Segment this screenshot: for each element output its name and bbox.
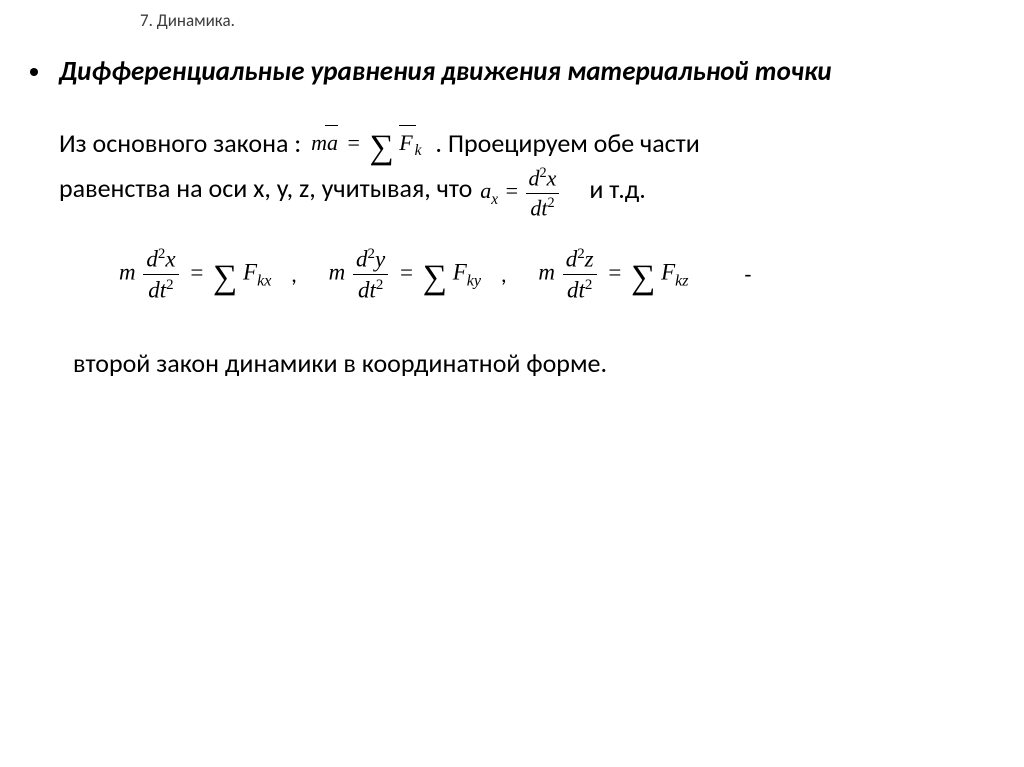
section-heading: Дифференциальные уравнения движения мате… bbox=[59, 55, 832, 88]
separator: , bbox=[501, 261, 507, 290]
slide-header: 7. Динамика. bbox=[140, 10, 235, 31]
slide-content: Дифференциальные уравнения движения мате… bbox=[25, 55, 999, 380]
inline-equation-2: ax = d2x dt2 bbox=[480, 166, 561, 220]
closing-text: второй закон динамики в координатной фор… bbox=[59, 347, 999, 380]
equation-row: m d2x dt2 = ∑ Fkx , m d2y bbox=[59, 246, 999, 303]
text-segment: Из основного закона : bbox=[59, 127, 301, 159]
text-segment: и т.д. bbox=[589, 173, 646, 205]
equation-x: m d2x dt2 = ∑ Fkx bbox=[119, 246, 271, 303]
bullet-item: Дифференциальные уравнения движения мате… bbox=[53, 55, 999, 380]
trailing-dash: - bbox=[744, 261, 751, 290]
text-segment: равенства на оси x, y, z, учитывая, что bbox=[59, 173, 472, 205]
body-paragraph: Из основного закона : ma = ∑ Fk . Проеци… bbox=[59, 125, 999, 219]
text-segment: . Проецируем обе части bbox=[435, 127, 699, 159]
separator: , bbox=[291, 261, 297, 290]
inline-equation-1: ma = ∑ Fk bbox=[311, 125, 421, 163]
equation-z: m d2z dt2 = ∑ Fkz bbox=[538, 246, 688, 303]
equation-y: m d2y dt2 = ∑ Fky bbox=[329, 246, 481, 303]
